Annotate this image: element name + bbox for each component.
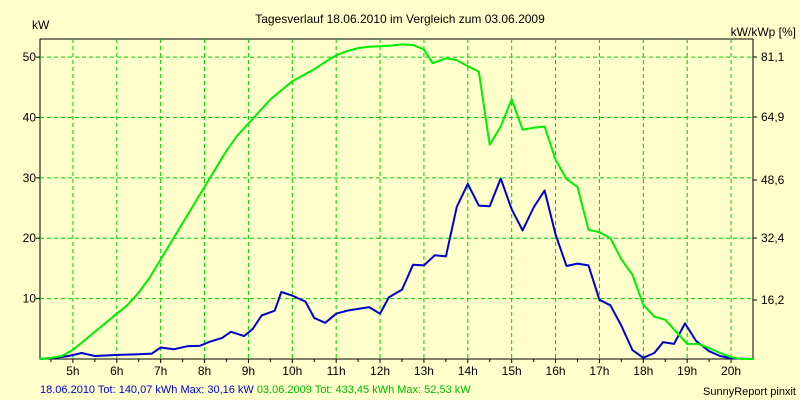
legend-series-1: 18.06.2010 Tot: 140,07 kWh Max: 30,16 kW [40,384,254,396]
series-line-2 [39,43,753,360]
x-tick-label: 18h [633,364,653,378]
x-tick-label: 14h [458,364,478,378]
x-tick-label: 15h [502,364,522,378]
x-tick-label: 9h [242,364,255,378]
y-left-tick-label: 10 [23,292,37,306]
right-y-axis: 16,2 32,4 48,6 64,9 81,1 [753,50,785,307]
x-tick-label: 10h [282,364,302,378]
y-left-tick-label: 40 [23,110,37,124]
x-tick-label: 11h [327,364,346,378]
series-lines [39,43,754,360]
x-tick-label: 20h [721,364,741,378]
y-right-tick-label: 81,1 [761,50,785,64]
right-axis-unit: kW/kWp [%] [731,25,796,39]
y-left-tick-label: 20 [23,231,37,245]
y-right-tick-label: 48,6 [761,173,785,187]
x-tick-label: 13h [414,364,434,378]
chart-title: Tagesverlauf 18.06.2010 im Vergleich zum… [255,12,545,26]
x-tick-label: 6h [110,364,123,378]
legend-series-2: 03.06.2009 Tot: 433,45 kWh Max: 52,53 kW [257,384,471,396]
x-tick-label: 12h [370,364,390,378]
x-axis: 5h 6h 7h 8h 9h 10h 11h 12h 13h 14h 15h 16h 17h 18h 19h… [50,359,741,378]
plot-area [39,38,754,360]
x-tick-label: 17h [589,364,609,378]
y-right-tick-label: 64,9 [761,110,785,124]
y-right-tick-label: 32,4 [761,231,785,245]
y-right-tick-label: 16,2 [761,293,785,307]
x-tick-label: 7h [154,364,167,378]
x-tick-label: 19h [677,364,697,378]
y-left-tick-label: 30 [23,171,37,185]
brand-label: SunnyReport pinxit [703,386,796,398]
y-left-tick-label: 50 [23,50,37,64]
left-axis-unit: kW [32,18,50,32]
x-tick-label: 16h [546,364,566,378]
x-tick-label: 5h [66,364,79,378]
x-tick-label: 8h [198,364,211,378]
left-y-axis: 10 20 30 40 50 [23,50,40,306]
series-line-1 [39,177,754,360]
